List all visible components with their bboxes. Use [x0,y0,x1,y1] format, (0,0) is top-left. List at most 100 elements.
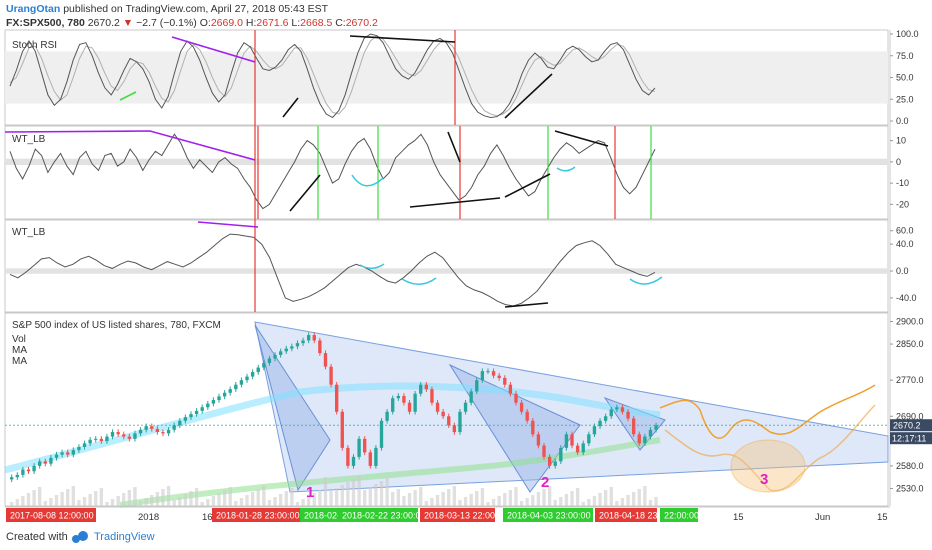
candle-body [133,433,137,439]
footer: Created with TradingView [0,526,932,550]
volume-bar [178,497,182,506]
volume-bar [643,486,647,506]
candle-body [150,426,154,429]
candle-body [463,402,468,412]
volume-bar [10,502,14,506]
tradingview-logo-icon [72,531,88,543]
trendline-5 [282,97,299,118]
chart-canvas[interactable]: 100.0 75.0 50.0 25.0 0.0 Stoch RSI 10 0 -10 -20 WT… [0,0,932,526]
volume-bar [363,490,367,506]
candle-body [295,343,300,347]
candle-body [217,396,221,401]
wt2-tick-label-3: -40.0 [896,293,917,303]
candle-body [620,407,625,412]
candle-body [10,477,14,480]
time-badge-1 [212,508,302,522]
stoch-green-mark [119,91,137,101]
wt2-zero-band [5,268,888,274]
price-tick-label-1: 2850.0 [896,339,924,349]
candle-body [643,436,647,444]
volume-bar [413,490,417,506]
volume-bar [273,497,277,506]
volume-bar [402,496,406,506]
candle-body [637,434,641,444]
candle-body [441,411,445,417]
price-legend-2: MA [12,356,27,367]
volume-bar [503,493,507,506]
volume-bar [419,487,423,506]
volume-bar [547,486,552,506]
volume-bar [553,500,557,506]
volume-bar [491,499,496,506]
candle-body [435,402,440,412]
volume-bar [598,493,602,506]
time-badge-3 [338,508,418,522]
volume-bar [94,491,98,506]
volume-bar [234,501,238,506]
volume-bar [654,497,658,506]
trendline-3 [349,35,456,43]
candle-body [290,346,294,349]
countdown-badge [890,432,932,445]
stoch-tick-label-0: 100.0 [896,29,919,39]
volume-bar [519,501,524,506]
stoch-tick-label-1: 75.0 [896,51,914,61]
volume-bar [301,499,305,506]
trendline-10 [554,130,609,147]
stoch-title: Stoch RSI [12,40,57,51]
author-name[interactable]: UrangOtan [6,3,61,15]
candle-body [43,461,47,464]
wave-label-3: 3 [760,471,768,488]
candle-body [32,465,36,472]
candle-body [519,402,524,412]
candle-body [575,445,580,453]
wt1-tick-label-2: -10 [896,178,909,188]
candle-body [166,429,171,434]
candle-body [396,395,400,399]
volume-bar [368,487,372,506]
volume-bar [592,496,597,506]
volume-bar [222,490,227,506]
candle-body [312,335,316,341]
time-badge-0 [6,508,96,522]
candle-body [329,366,333,385]
candle-body [110,432,115,437]
time-badge-4 [420,508,495,522]
candle-body [351,456,356,466]
quote-line: FX:SPX500, 780 2670.2 ▼ −2.7 (−0.1%) O:2… [6,17,378,29]
volume-bar [262,486,266,506]
volume-bar [514,487,518,506]
candle-body [654,425,658,430]
volume-bar [77,500,81,506]
volume-bar [15,499,19,506]
candle-body [402,395,406,403]
volume-bar [615,501,619,506]
volume-bar [351,479,356,506]
candle-body [54,454,59,458]
volume-bar [458,500,462,506]
volume-bar [497,496,501,506]
candle-body [323,353,328,367]
stoch-tick-label-2: 50.0 [896,73,914,83]
candle-body [508,384,513,394]
tradingview-brand[interactable]: TradingView [94,531,155,543]
volume-bar [542,489,546,506]
price-tick-label-2: 2770.0 [896,375,924,385]
stoch-band [5,51,888,104]
stoch-k-line [9,33,656,119]
time-badge-5 [503,508,593,522]
volume-bar [306,496,311,506]
candle-body [222,392,227,397]
candle-body [531,420,535,435]
stoch-tick-label-3: 25.0 [896,94,914,104]
volume-bar [99,488,104,506]
volume-bar [430,498,434,506]
volume-bar [480,488,485,506]
volume-bar [340,485,344,506]
wt2-tick-label-0: 60.0 [896,226,914,236]
candle-body [60,452,64,455]
ma-cyan [4,382,661,474]
candle-body [542,445,546,457]
cycle-arc-1 [556,166,576,172]
candle-body [346,447,350,466]
